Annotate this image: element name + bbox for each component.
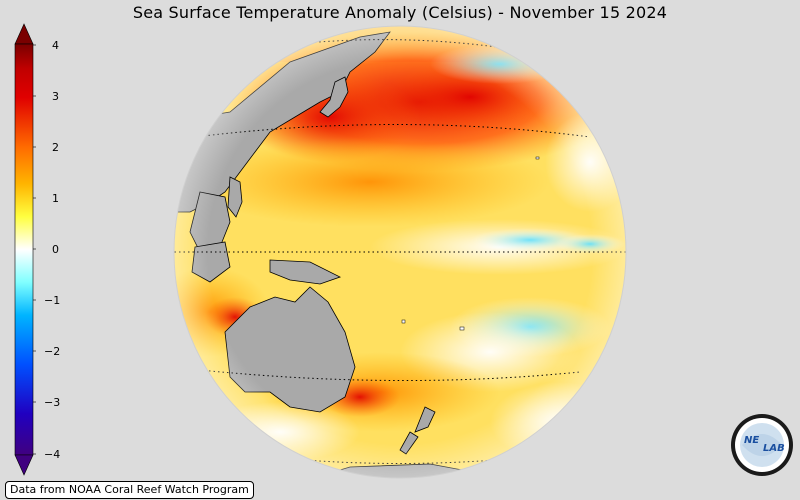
colorbar-tick: 4 bbox=[52, 39, 59, 52]
colorbar: 4 3 2 1 0 −1 −2 −3 −4 bbox=[10, 22, 70, 477]
colorbar-graphic bbox=[14, 23, 36, 476]
colorbar-tick: −3 bbox=[44, 396, 61, 409]
colorbar-tick: −4 bbox=[44, 448, 61, 461]
neolab-logo-graphic: NE LAB bbox=[731, 414, 793, 476]
globe-map bbox=[170, 22, 630, 482]
colorbar-tick: 1 bbox=[52, 192, 59, 205]
data-credit: Data from NOAA Coral Reef Watch Program bbox=[5, 481, 254, 499]
logo-text-right: LAB bbox=[763, 443, 785, 454]
colorbar-tick: −1 bbox=[44, 294, 61, 307]
logo-text-left: NE bbox=[744, 435, 759, 446]
colorbar-tick: 2 bbox=[52, 141, 59, 154]
map-title: Sea Surface Temperature Anomaly (Celsius… bbox=[132, 3, 668, 22]
globe-graphic bbox=[173, 25, 627, 479]
colorbar-tick: −2 bbox=[44, 345, 61, 358]
neolab-logo: NE LAB bbox=[730, 413, 794, 477]
colorbar-tick: 0 bbox=[52, 243, 59, 256]
colorbar-tick: 3 bbox=[52, 90, 59, 103]
